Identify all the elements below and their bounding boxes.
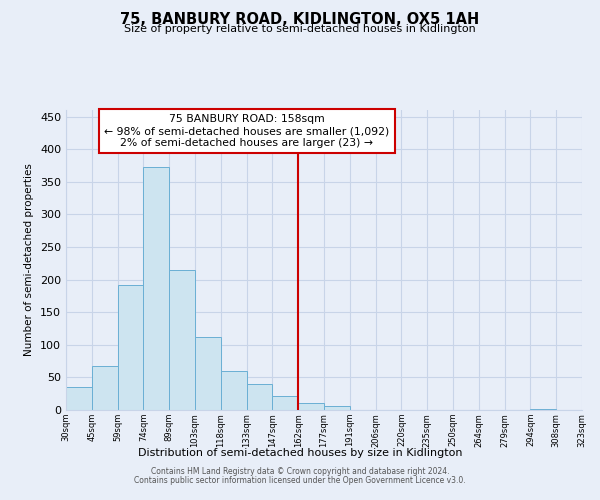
Bar: [195, 337, 221, 410]
Bar: [169, 270, 195, 410]
Bar: [324, 406, 350, 410]
Bar: [530, 408, 556, 410]
Bar: [92, 366, 118, 410]
Text: Contains HM Land Registry data © Crown copyright and database right 2024.: Contains HM Land Registry data © Crown c…: [151, 467, 449, 476]
Text: 75, BANBURY ROAD, KIDLINGTON, OX5 1AH: 75, BANBURY ROAD, KIDLINGTON, OX5 1AH: [121, 12, 479, 28]
Y-axis label: Number of semi-detached properties: Number of semi-detached properties: [25, 164, 34, 356]
Bar: [298, 404, 324, 410]
Text: Distribution of semi-detached houses by size in Kidlington: Distribution of semi-detached houses by …: [138, 448, 462, 458]
Bar: [247, 384, 272, 410]
Bar: [118, 286, 143, 410]
Text: Size of property relative to semi-detached houses in Kidlington: Size of property relative to semi-detach…: [124, 24, 476, 34]
Bar: [221, 371, 247, 410]
Text: 75 BANBURY ROAD: 158sqm
← 98% of semi-detached houses are smaller (1,092)
2% of : 75 BANBURY ROAD: 158sqm ← 98% of semi-de…: [104, 114, 389, 148]
Text: Contains public sector information licensed under the Open Government Licence v3: Contains public sector information licen…: [134, 476, 466, 485]
Bar: [272, 396, 298, 410]
Bar: [66, 387, 92, 410]
Bar: [143, 166, 169, 410]
